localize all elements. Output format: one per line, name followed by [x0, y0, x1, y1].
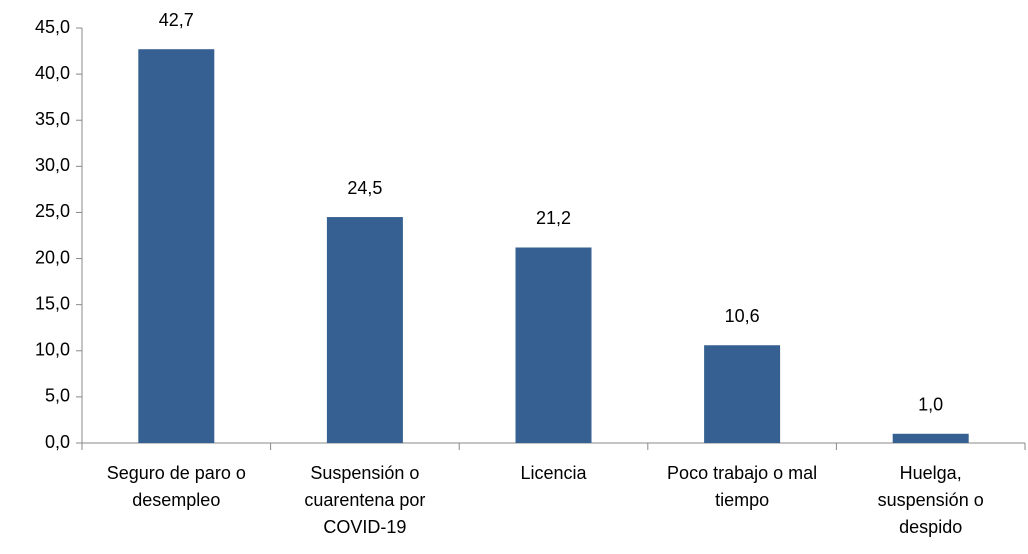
bar — [892, 433, 969, 443]
y-tick-label: 0,0 — [45, 432, 70, 452]
x-tick-label: Suspensión o cuarentena por COVID-19 — [304, 463, 426, 537]
bar — [138, 49, 215, 443]
y-tick-label: 10,0 — [35, 340, 70, 360]
x-tick-label: Poco trabajo o mal tiempo — [667, 463, 818, 510]
x-tick-label: Huelga, suspensión o despido — [877, 463, 984, 537]
value-label: 21,2 — [536, 208, 571, 228]
y-tick-label: 35,0 — [35, 109, 70, 129]
y-tick-label: 40,0 — [35, 63, 70, 83]
y-tick-label: 15,0 — [35, 293, 70, 313]
value-label: 1,0 — [918, 395, 943, 415]
value-label: 24,5 — [347, 178, 382, 198]
bar — [704, 345, 781, 443]
y-tick-label: 20,0 — [35, 247, 70, 267]
y-tick-label: 30,0 — [35, 155, 70, 175]
bar — [515, 247, 592, 443]
bar — [326, 217, 403, 443]
value-label: 10,6 — [725, 306, 760, 326]
x-tick-label: Licencia — [520, 463, 587, 483]
value-label: 42,7 — [159, 10, 194, 30]
x-tick-label: Seguro de paro o desempleo — [106, 463, 246, 510]
y-tick-label: 5,0 — [45, 386, 70, 406]
y-tick-label: 45,0 — [35, 17, 70, 37]
y-tick-label: 25,0 — [35, 201, 70, 221]
